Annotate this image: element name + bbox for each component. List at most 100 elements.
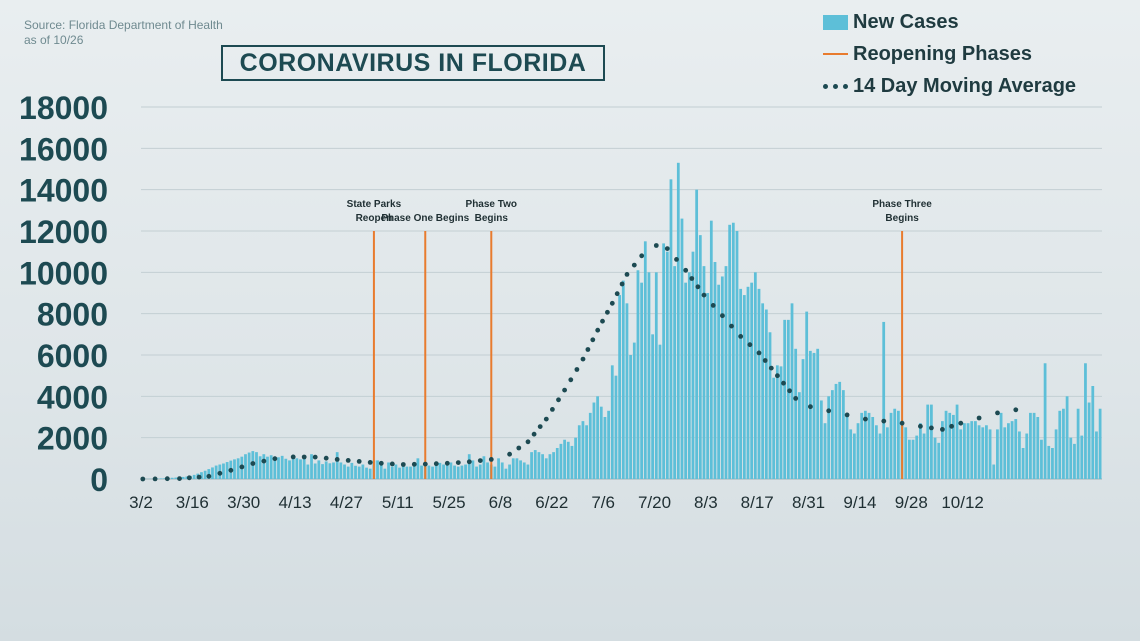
x-tick-label: 9/14: [843, 493, 876, 512]
average-dot: [787, 388, 792, 394]
average-dot: [196, 474, 202, 480]
new-cases-bar: [1043, 363, 1047, 479]
dots-swatch-icon: [822, 83, 848, 89]
average-dot: [918, 423, 923, 429]
average-dot: [345, 458, 351, 463]
new-cases-bar: [966, 423, 970, 479]
new-cases-bar: [354, 465, 357, 479]
new-cases-bar: [996, 429, 999, 479]
average-dot: [595, 327, 601, 333]
average-dot: [543, 416, 549, 422]
new-cases-bar: [827, 396, 831, 479]
new-cases-bar: [570, 445, 574, 479]
line-swatch-icon: [822, 53, 848, 55]
new-cases-bar: [170, 477, 174, 479]
new-cases-bar: [823, 423, 827, 479]
average-dot: [516, 445, 522, 451]
new-cases-bar: [863, 410, 867, 479]
average-dot: [290, 454, 296, 460]
new-cases-bar: [574, 437, 577, 479]
average-dot: [710, 303, 716, 308]
new-cases-bar: [977, 425, 981, 479]
new-cases-bar: [871, 417, 875, 479]
y-tick-label: 2000: [37, 421, 108, 457]
legend-label: 14 Day Moving Average: [853, 74, 1077, 97]
new-cases-bar: [625, 303, 629, 479]
new-cases-bar: [992, 464, 996, 479]
new-cases-bar: [453, 465, 456, 479]
new-cases-bar: [456, 466, 460, 479]
average-dot: [590, 337, 596, 343]
new-cases-bar: [897, 410, 900, 479]
new-cases-bar: [948, 412, 952, 479]
legend-label: Reopening Phases: [853, 42, 1032, 65]
average-dot: [701, 292, 707, 298]
new-cases-bar: [786, 319, 790, 479]
phase-label: Phase Three: [872, 199, 932, 210]
new-cases-bar: [607, 410, 610, 479]
new-cases-bar: [541, 454, 544, 479]
average-dot: [217, 470, 223, 476]
new-cases-bar: [834, 383, 838, 479]
new-cases-bar: [838, 381, 842, 479]
new-cases-bar: [1091, 386, 1095, 479]
new-cases-bar: [247, 452, 251, 479]
new-cases-bar: [313, 463, 317, 479]
average-dot: [164, 476, 170, 482]
new-cases-bar: [1073, 443, 1076, 479]
new-cases-bar: [717, 284, 721, 479]
new-cases-bar: [504, 468, 508, 479]
average-dot: [674, 257, 679, 262]
new-cases-bar: [665, 251, 669, 479]
average-dot: [720, 313, 725, 319]
new-cases-bar: [684, 282, 688, 479]
new-cases-bar: [878, 433, 882, 479]
average-dot: [556, 397, 561, 403]
average-dot: [444, 460, 450, 466]
y-tick-label: 6000: [37, 338, 108, 374]
new-cases-bar: [805, 311, 809, 479]
new-cases-bar: [522, 462, 526, 479]
x-tick-label: 9/28: [895, 493, 928, 512]
average-dot: [301, 454, 307, 460]
x-tick-label: 8/31: [792, 493, 825, 512]
new-cases-bar: [533, 450, 537, 479]
average-dot: [695, 284, 701, 290]
new-cases-bar: [651, 334, 655, 479]
new-cases-bar: [306, 464, 310, 479]
new-cases-bar: [621, 280, 625, 479]
new-cases-bar: [438, 462, 442, 479]
legend-item-new-cases: New Cases: [822, 6, 1076, 38]
new-cases-bar: [753, 272, 757, 479]
new-cases-bar: [236, 458, 240, 479]
new-cases-bar: [941, 421, 944, 479]
legend-item-moving-average: 14 Day Moving Average: [822, 70, 1076, 102]
average-dot: [619, 281, 625, 287]
new-cases-bar: [1087, 402, 1091, 479]
as-of-date: as of 10/26: [24, 33, 84, 47]
new-cases-bar: [548, 454, 552, 479]
average-dot: [639, 253, 645, 259]
new-cases-bar: [742, 295, 746, 479]
new-cases-bar: [420, 465, 423, 479]
average-dot: [562, 387, 567, 393]
new-cases-bar: [222, 463, 225, 479]
x-tick-label: 3/30: [227, 493, 260, 512]
new-cases-bar: [952, 414, 955, 479]
new-cases-bar: [163, 478, 167, 479]
new-cases-bar: [819, 400, 823, 479]
average-dot: [177, 476, 182, 481]
new-cases-bar: [585, 425, 588, 479]
new-cases-bar: [343, 464, 346, 479]
new-cases-bar: [1062, 408, 1065, 479]
new-cases-bar: [1047, 445, 1051, 479]
x-tick-label: 3/16: [176, 493, 209, 512]
y-tick-label: 18000: [19, 90, 108, 126]
new-cases-bar: [911, 439, 915, 479]
average-dot: [863, 416, 868, 422]
average-dot: [768, 365, 774, 371]
new-cases-bar: [596, 396, 599, 479]
average-dot: [334, 457, 340, 462]
